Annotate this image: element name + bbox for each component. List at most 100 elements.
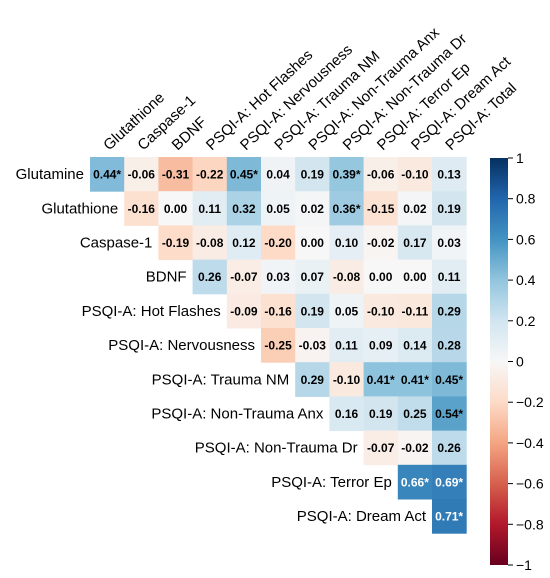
cell-value: 0.14 [403,339,427,353]
heatmap-cell [192,191,228,226]
cell-value: 0.02 [301,202,325,216]
cell-value: -0.02 [401,441,429,455]
cell-value: 0.03 [437,236,461,250]
colorbar-tick-label: 0.8 [516,191,536,207]
row-label-caspase-1: Caspase-1 [80,235,153,252]
heatmap-cell [226,157,262,192]
heatmap-cell [329,157,365,192]
colorbar-gradient [490,158,508,565]
cell-value: 0.04 [266,168,290,182]
heatmap-cell [363,157,399,192]
heatmap-cell [432,464,467,500]
cell-value: 0.19 [301,168,325,182]
colorbar-tick-label: −0.2 [516,394,544,410]
colorbar-tick-label: 0.4 [516,272,536,288]
cell-value: 0.39* [332,168,360,182]
cell-value: 0.69* [435,475,463,489]
cell-value: 0.19 [301,304,325,318]
heatmap-cell [124,191,159,226]
cell-value: -0.02 [367,236,395,250]
row-label-bdnf: BDNF [146,269,187,286]
cell-value: 0.05 [335,304,359,318]
cell-value: 0.44* [93,168,121,182]
heatmap-cell [329,225,365,261]
heatmap-cell [363,225,399,261]
heatmap-cells [90,157,467,534]
heatmap-cell [226,191,262,226]
cell-value: 0.54* [435,407,463,421]
colorbar-tick-label: −1 [516,557,532,573]
cell-value: 0.07 [301,270,325,284]
row-label-psqi-a-non-trauma-dr: PSQI-A: Non-Trauma Dr [195,440,358,457]
colorbar-tick-label: 0 [516,354,524,370]
cell-value: 0.26 [437,441,461,455]
cell-value: 0.29 [301,373,325,387]
cell-value: 0.09 [369,339,393,353]
row-label-glutathione: Glutathione [41,200,118,217]
cell-value: -0.16 [264,304,292,318]
heatmap-cell [295,328,330,363]
heatmap-cell [261,191,296,226]
heatmap-cell [397,464,433,500]
heatmap-cell [329,259,365,295]
heatmap-cell [261,328,296,363]
cell-value: 0.19 [437,202,461,216]
cell-value: -0.09 [230,304,258,318]
colorbar-tick-label: 1 [516,150,524,166]
cell-value: -0.31 [162,168,190,182]
cell-value: 0.41* [367,373,395,387]
cell-value: -0.15 [367,202,395,216]
cell-value: 0.28 [437,339,461,353]
heatmap-cell [432,396,467,432]
cell-value: 0.05 [266,202,290,216]
heatmap-cell [329,293,365,329]
row-label-psqi-a-nervousness: PSQI-A: Nervousness [108,337,255,354]
heatmap-cell [329,328,365,363]
heatmap-cell [329,396,365,432]
heatmap-cell [295,362,330,397]
heatmap-cell [192,259,228,295]
heatmap-cell [363,328,399,363]
heatmap-cell [295,259,330,295]
heatmap-cell [363,259,399,295]
heatmap-cell [432,362,467,397]
heatmap-cell [397,430,433,466]
cell-value: 0.66* [401,475,429,489]
heatmap-cell [432,328,467,363]
colorbar: 1 0.8 0.6 0.4 0.2 0 −0.2 −0.4 −0.6 −0.8 −1 [490,150,544,573]
cell-value: 0.12 [232,236,256,250]
cell-value: 0.45* [435,373,463,387]
cell-value: -0.10 [333,373,361,387]
heatmap-cell [261,293,296,329]
cell-value: -0.08 [196,236,224,250]
row-label-psqi-a-dream-act: PSQI-A: Dream Act [297,508,427,525]
cell-value: 0.45* [230,168,258,182]
cell-value: 0.03 [266,270,290,284]
row-label-glutamine: Glutamine [16,166,84,183]
cell-value: 0.19 [369,407,393,421]
heatmap-cell [295,157,330,192]
cell-value: -0.03 [299,339,327,353]
cell-value: -0.07 [367,441,395,455]
cell-value: 0.16 [335,407,359,421]
heatmap-cell [295,225,330,261]
row-label-psqi-a-trauma-nm: PSQI-A: Trauma NM [152,371,290,388]
colorbar-tick-label: −0.6 [516,476,544,492]
heatmap-cell [158,191,194,226]
heatmap-cell [124,157,159,192]
cell-value: -0.06 [367,168,395,182]
heatmap-cell [397,157,433,192]
cell-value: -0.16 [128,202,156,216]
heatmap-cell [397,362,433,397]
colorbar-tick-label: 0.6 [516,231,536,247]
heatmap-cell [397,259,433,295]
cell-value: 0.17 [403,236,427,250]
cell-value: -0.07 [230,270,258,284]
cell-value: -0.06 [128,168,156,182]
cell-value: 0.32 [232,202,256,216]
heatmap-cell [90,157,125,192]
heatmap-cell [432,499,467,534]
cell-value: 0.26 [198,270,222,284]
cell-value: 0.11 [438,270,461,284]
